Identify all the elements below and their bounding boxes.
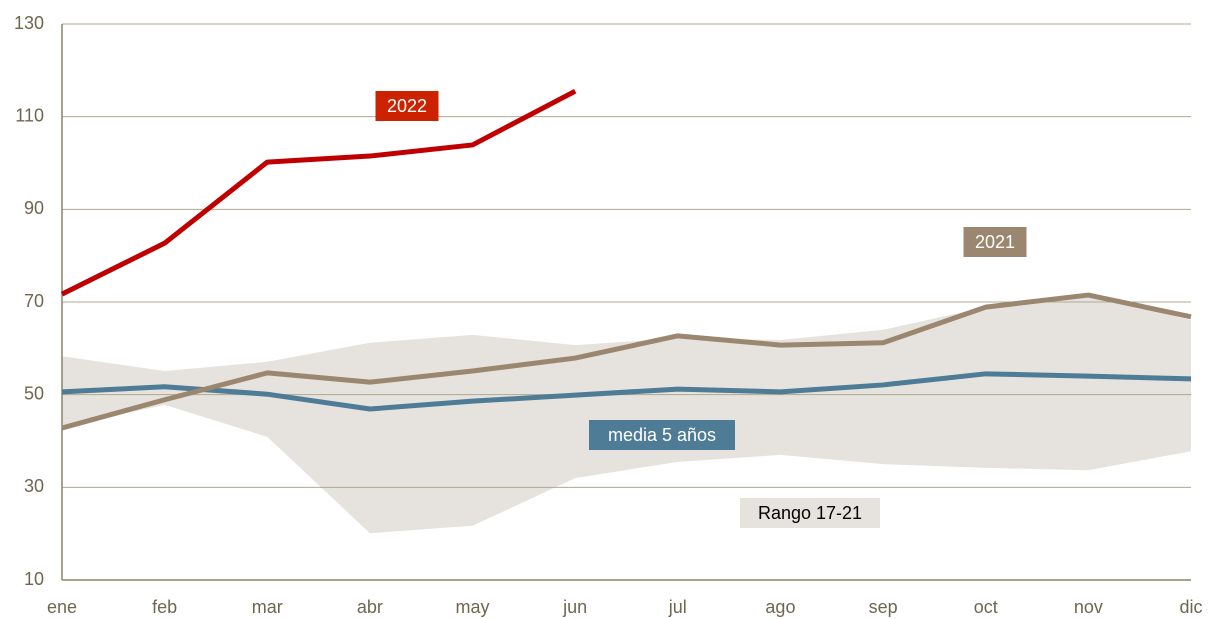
x-tick-label: feb <box>152 597 177 617</box>
label-box <box>375 91 439 121</box>
series-label: media 5 años <box>589 420 735 450</box>
y-tick-label: 10 <box>24 569 44 589</box>
series-line <box>61 292 1192 431</box>
x-tick-label: ago <box>765 597 795 617</box>
x-tick-label: ene <box>47 597 77 617</box>
x-tick-label: abr <box>357 597 383 617</box>
range-band <box>62 295 1191 534</box>
x-tick-label: dic <box>1179 597 1202 617</box>
x-tick-label: jun <box>562 597 587 617</box>
series-line <box>60 88 577 297</box>
label-text: Rango 17-21 <box>758 503 862 523</box>
series-label: Rango 17-21 <box>740 498 880 528</box>
label-box <box>740 498 880 528</box>
label-text: 2022 <box>387 96 427 116</box>
y-tick-label: 130 <box>14 13 44 33</box>
series-line <box>61 371 1192 412</box>
x-tick-label: oct <box>974 597 998 617</box>
series-label: 2021 <box>963 227 1027 257</box>
series-label: 2022 <box>375 91 439 121</box>
y-tick-label: 90 <box>24 198 44 218</box>
y-tick-label: 110 <box>15 105 44 125</box>
x-tick-label: mar <box>252 597 283 617</box>
label-text: 2021 <box>975 232 1015 252</box>
label-box <box>589 420 735 450</box>
y-tick-label: 30 <box>24 476 44 496</box>
x-tick-label: may <box>456 597 490 617</box>
y-tick-label: 50 <box>24 383 44 403</box>
label-text: media 5 años <box>608 425 716 445</box>
x-tick-label: sep <box>869 597 898 617</box>
label-box <box>963 227 1027 257</box>
x-tick-label: nov <box>1074 597 1103 617</box>
y-tick-label: 70 <box>24 291 44 311</box>
x-tick-label: jul <box>668 597 687 617</box>
